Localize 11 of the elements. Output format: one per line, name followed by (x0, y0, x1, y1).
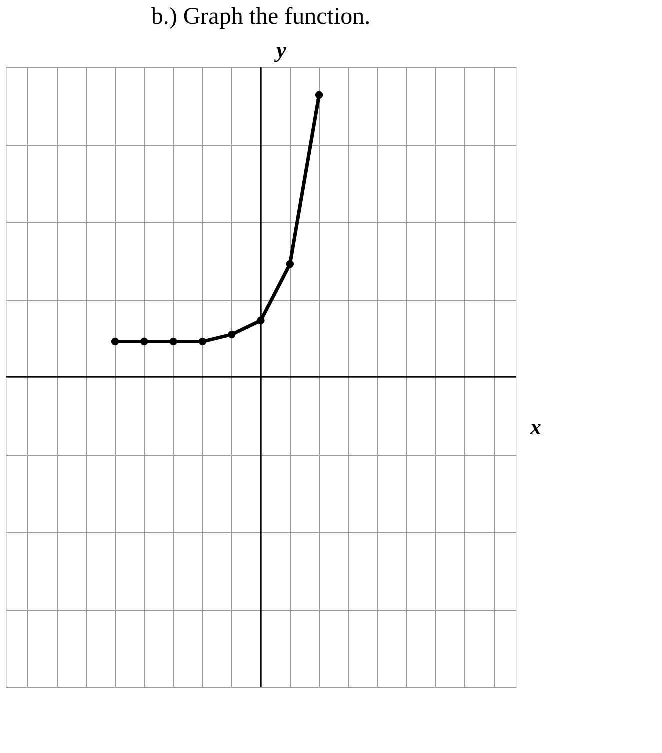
point (170, 338, 178, 346)
point (140, 338, 148, 346)
point (315, 91, 324, 100)
point (198, 338, 207, 346)
y-axis-title: y (274, 38, 287, 62)
point (286, 260, 294, 268)
point (228, 330, 236, 339)
point (111, 338, 120, 346)
chart-title: b.) Graph the function. (151, 4, 371, 30)
point (257, 316, 265, 324)
x-axis-title: x (530, 414, 542, 440)
